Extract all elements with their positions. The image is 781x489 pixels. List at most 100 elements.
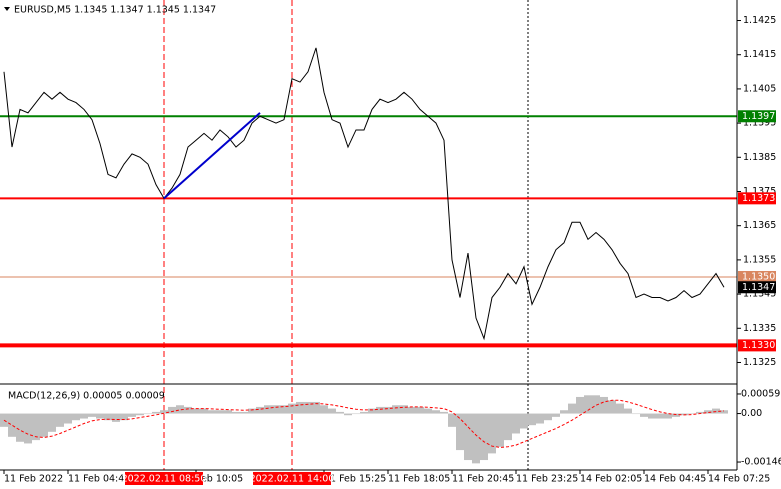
macd-bar <box>176 405 184 414</box>
macd-bar <box>568 403 576 414</box>
macd-bar <box>232 411 240 414</box>
macd-bar <box>464 413 472 461</box>
x-tick-label: 11 Feb 20:45 <box>452 474 514 485</box>
macd-bar <box>16 413 24 442</box>
macd-bar <box>48 413 56 432</box>
macd-bar <box>640 413 648 417</box>
macd-bar <box>128 413 136 417</box>
y-tick-label: 1.1425 <box>743 15 776 26</box>
macd-bar <box>216 410 224 414</box>
macd-bar <box>672 413 680 417</box>
macd-bar <box>368 408 376 414</box>
macd-bar <box>80 413 88 419</box>
macd-bar <box>120 413 128 421</box>
x-tick-label: 11 Feb 15:25 <box>324 474 386 485</box>
level-label-box <box>738 192 776 205</box>
macd-bar <box>72 413 80 421</box>
macd-bar <box>648 413 656 419</box>
macd-bar <box>400 405 408 414</box>
macd-bar <box>336 411 344 414</box>
price-line <box>3 47 725 341</box>
macd-bar <box>240 411 248 414</box>
macd-bar <box>520 413 528 429</box>
macd-bar <box>376 406 384 414</box>
macd-bar <box>512 413 520 434</box>
macd-bar <box>632 413 640 415</box>
x-tick-label: 11 Feb 2022 <box>4 474 63 485</box>
macd-bar <box>104 413 112 421</box>
macd-bar <box>424 408 432 414</box>
time-marker-label: 2022.02.11 14:00 <box>250 474 335 485</box>
macd-bar <box>296 401 304 414</box>
macd-bar <box>144 413 152 415</box>
level-label-box <box>738 339 776 352</box>
macd-bar <box>480 413 488 461</box>
macd-bar <box>40 413 48 437</box>
macd-bar <box>688 413 696 415</box>
macd-bar <box>592 395 600 414</box>
macd-bar <box>720 410 728 414</box>
macd-bar <box>280 405 288 414</box>
macd-bar <box>584 395 592 414</box>
y-tick-label: 1.1355 <box>743 254 776 265</box>
macd-bar <box>472 413 480 464</box>
y-tick-label: 1.1365 <box>743 220 776 231</box>
macd-bar <box>456 413 464 451</box>
y-tick-label: 1.1325 <box>743 357 776 368</box>
time-marker-label-box <box>125 472 203 485</box>
macd-title: MACD(12,26,9) 0.00005 0.00009 <box>8 391 165 402</box>
y-tick-label: 1.1385 <box>743 152 776 163</box>
macd-bar <box>32 413 40 441</box>
macd-bar <box>264 405 272 414</box>
macd-bar <box>384 406 392 414</box>
x-tick-label: Feb 10:05 <box>196 474 243 485</box>
macd-bar <box>208 410 216 414</box>
y-tick-label: 1.1375 <box>743 186 776 197</box>
macd-bar <box>408 406 416 414</box>
macd-bar <box>448 413 456 427</box>
level-label: 1.1373 <box>742 193 775 204</box>
macd-bar <box>112 413 120 422</box>
level-label: 1.1350 <box>742 271 775 282</box>
level-label: 1.1330 <box>742 340 775 351</box>
macd-bar <box>656 413 664 419</box>
macd-bar <box>152 411 160 414</box>
y-tick-label: 1.1415 <box>743 49 776 60</box>
macd-bar <box>304 401 312 414</box>
y-tick-label: 0.00 <box>741 408 762 419</box>
y-tick-label: 0.00059 <box>741 388 780 399</box>
macd-bar <box>312 401 320 414</box>
x-tick-label: 14 Feb 07:25 <box>708 474 770 485</box>
macd-bar <box>64 413 72 424</box>
macd-bar <box>248 408 256 414</box>
time-marker-label: 2022.02.11 08:50 <box>122 474 207 485</box>
macd-bar <box>440 411 448 414</box>
macd-bar <box>168 406 176 414</box>
macd-bar <box>56 413 64 427</box>
macd-bar <box>96 413 104 419</box>
axis: 1.14251.14151.14051.13951.13851.13751.13… <box>737 15 781 468</box>
macd-bar <box>288 403 296 414</box>
y-tick-label: -0.00146 <box>741 457 781 468</box>
macd-bar <box>360 411 368 414</box>
chart-title: EURUSD,M5 1.1345 1.1347 1.1345 1.1347 <box>14 5 216 16</box>
macd-bar <box>608 400 616 414</box>
macd-bar <box>352 413 360 415</box>
macd-bar <box>320 405 328 414</box>
macd-bar <box>200 408 208 414</box>
menu-arrow <box>4 7 10 11</box>
macd-bar <box>8 413 16 437</box>
macd-bar <box>256 406 264 414</box>
y-tick-label: 1.1395 <box>743 118 776 129</box>
macd-bar <box>184 406 192 414</box>
plot <box>0 0 737 470</box>
x-tick-label: 11 Feb 18:05 <box>388 474 450 485</box>
macd-bar <box>224 410 232 414</box>
macd-bar <box>88 413 96 417</box>
macd-bar <box>416 406 424 414</box>
trendline <box>163 112 261 200</box>
current-price-label: 1.1347 <box>742 282 775 293</box>
macd-bar <box>344 413 352 416</box>
